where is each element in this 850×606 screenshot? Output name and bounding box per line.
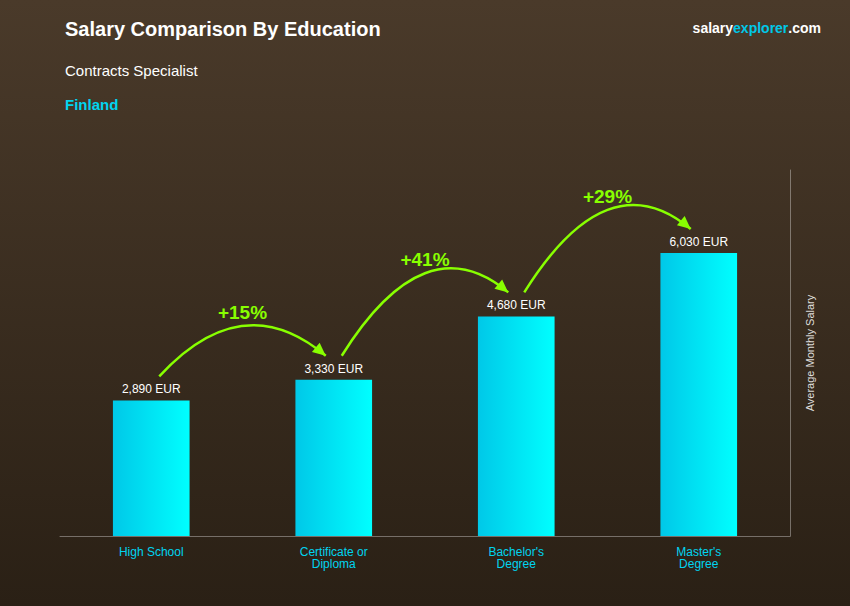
svg-text:Average Monthly Salary: Average Monthly Salary bbox=[804, 294, 816, 411]
svg-text:3,330 EUR: 3,330 EUR bbox=[304, 362, 363, 376]
svg-text:High School: High School bbox=[119, 545, 184, 559]
svg-text:Degree: Degree bbox=[497, 557, 537, 571]
svg-text:+15%: +15% bbox=[218, 302, 267, 323]
svg-text:Degree: Degree bbox=[679, 557, 719, 571]
svg-text:Bachelor's: Bachelor's bbox=[488, 545, 545, 559]
svg-text:Certificate or: Certificate or bbox=[299, 545, 368, 559]
svg-text:2,890 EUR: 2,890 EUR bbox=[122, 382, 181, 396]
svg-text:explorer: explorer bbox=[733, 20, 789, 36]
svg-text:+41%: +41% bbox=[400, 249, 449, 270]
svg-text:+29%: +29% bbox=[583, 186, 632, 207]
svg-text:Master's: Master's bbox=[676, 545, 722, 559]
svg-text:Salary Comparison By Education: Salary Comparison By Education bbox=[65, 18, 381, 40]
svg-text:Contracts Specialist: Contracts Specialist bbox=[65, 62, 198, 79]
svg-text:4,680 EUR: 4,680 EUR bbox=[487, 298, 546, 312]
svg-text:.com: .com bbox=[788, 20, 821, 36]
svg-text:salary: salary bbox=[693, 20, 734, 36]
svg-text:6,030 EUR: 6,030 EUR bbox=[669, 235, 728, 249]
svg-text:Diploma: Diploma bbox=[312, 557, 356, 571]
svg-text:Finland: Finland bbox=[65, 96, 118, 113]
